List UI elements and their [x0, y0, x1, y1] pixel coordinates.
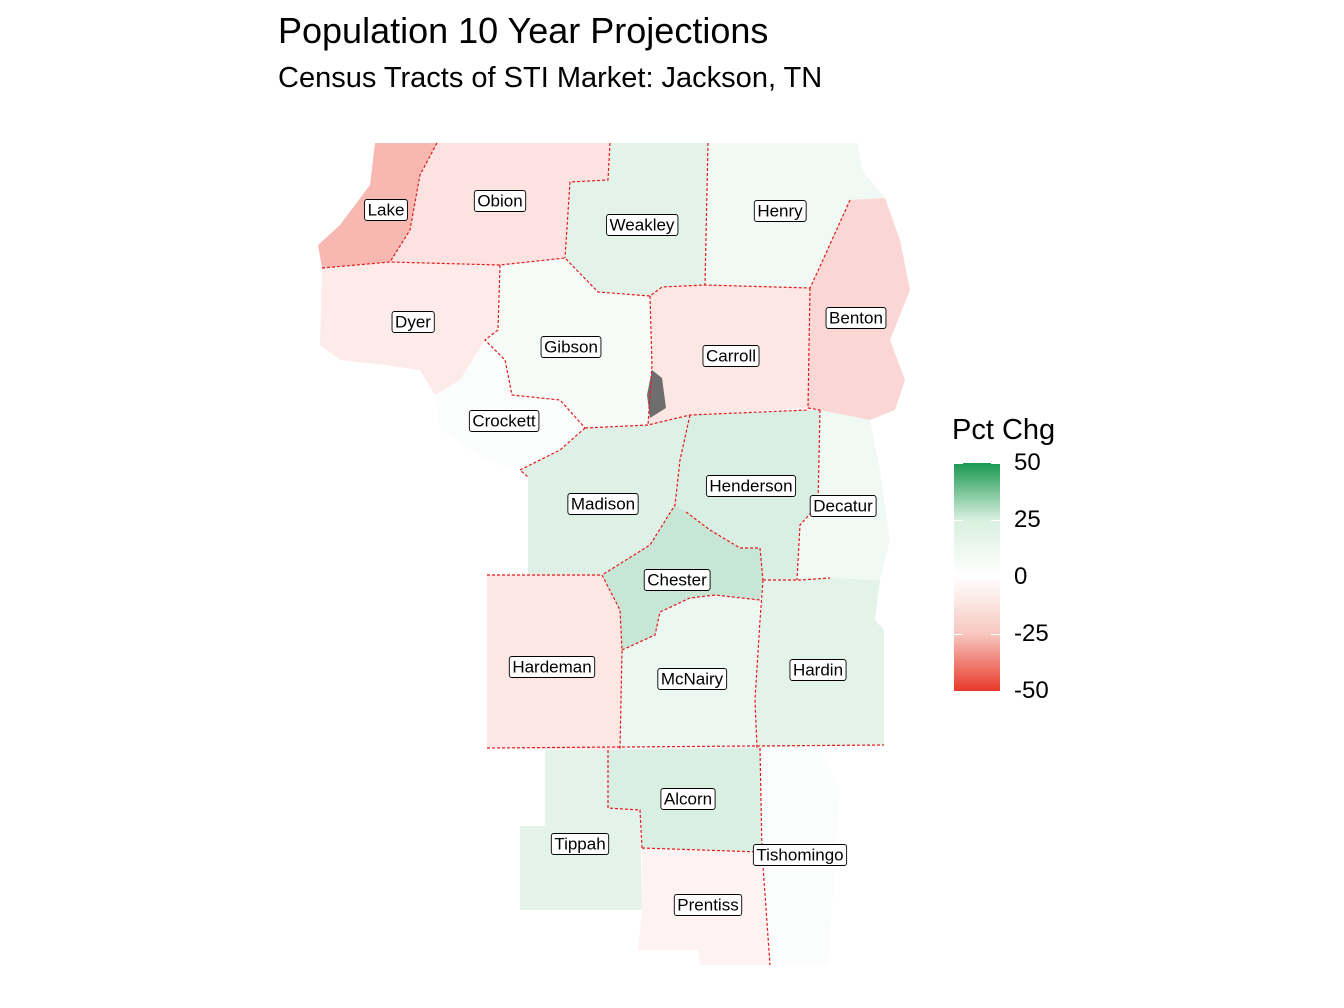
county-label-box [540, 336, 602, 358]
county-label-chester: Chester [643, 569, 711, 591]
legend-tick-label: 50 [1014, 449, 1041, 476]
county-label-text: Alcorn [664, 790, 712, 809]
county-label-box [705, 475, 797, 497]
county-labels: Lake Obion Weakley Henry Dyer Gibson Carroll Be… [364, 190, 887, 916]
county-label-text: Decatur [813, 497, 873, 516]
county-label-hardeman: Hardeman [508, 656, 596, 678]
county-label-box [825, 307, 887, 329]
county-label-box [391, 311, 435, 333]
county-label-text: Hardin [793, 661, 843, 680]
county-label-crockett: Crockett [468, 410, 540, 432]
county-label-madison: Madison [567, 493, 639, 515]
county-label-alcorn: Alcorn [660, 788, 716, 810]
county-label-box [673, 894, 743, 916]
boundary-benton-decatur [796, 409, 821, 581]
county-label-lake: Lake [364, 199, 408, 221]
boundary-lake-obion [389, 142, 438, 263]
map-title: Population 10 Year Projections [278, 10, 769, 51]
county-label-dyer: Dyer [391, 311, 435, 333]
county-label-text: Prentiss [677, 896, 738, 915]
county-label-text: Madison [571, 495, 635, 514]
county-label-text: Benton [829, 309, 883, 328]
county-label-box [567, 493, 639, 515]
county-label-text: Weakley [610, 216, 675, 235]
county-label-text: Chester [647, 571, 707, 590]
boundary-madison-henderson [601, 414, 691, 576]
county-label-box [657, 668, 728, 690]
county-label-box [550, 833, 610, 855]
county-label-box [508, 656, 596, 678]
county-label-mcnairy: McNairy [657, 668, 728, 690]
county-label-tishomingo: Tishomingo [752, 844, 848, 866]
county-label-box [809, 495, 877, 517]
county-label-text: Obion [477, 192, 522, 211]
county-label-text: Tishomingo [756, 846, 843, 865]
county-label-box [752, 844, 848, 866]
county-label-text: Tippah [554, 835, 605, 854]
legend-title: Pct Chg [952, 414, 1056, 446]
county-label-box [606, 214, 679, 236]
county-label-text: Carroll [706, 347, 756, 366]
county-label-text: McNairy [661, 670, 724, 689]
county-label-box [364, 199, 408, 221]
county-label-text: Henderson [709, 477, 792, 496]
county-label-obion: Obion [473, 190, 527, 212]
county-crockett [435, 340, 585, 470]
county-label-prentiss: Prentiss [673, 894, 743, 916]
boundary-weakley-henry [704, 142, 709, 286]
boundary-hardin-decatur [763, 577, 831, 581]
county-label-tippah: Tippah [550, 833, 610, 855]
county-label-text: Henry [757, 202, 803, 221]
county-label-box [753, 200, 807, 222]
boundary-crockett-madison [518, 427, 586, 478]
county-label-box [643, 569, 711, 591]
no-data-tract [647, 370, 666, 418]
boundary-madison-henderson-north [584, 409, 809, 429]
county-label-text: Lake [368, 201, 405, 220]
legend-tick-label: -50 [1014, 677, 1049, 704]
county-label-gibson: Gibson [540, 336, 602, 358]
boundary-chester-mcnairy [621, 594, 761, 651]
legend-tick-label: 25 [1014, 506, 1041, 533]
county-boundaries [321, 142, 885, 966]
county-label-benton: Benton [825, 307, 887, 329]
county-label-box [702, 345, 760, 367]
county-label-box [468, 410, 540, 432]
county-label-text: Dyer [395, 313, 431, 332]
boundary-henderson-chester [685, 511, 764, 581]
boundary-mcnairy-hardin [754, 579, 764, 749]
county-label-text: Hardeman [512, 658, 591, 677]
county-label-box [473, 190, 527, 212]
county-decatur [797, 410, 890, 580]
county-label-box [789, 659, 847, 681]
county-label-hardin: Hardin [789, 659, 847, 681]
county-label-henry: Henry [753, 200, 807, 222]
boundary-tn-ms-line [486, 744, 885, 749]
county-label-carroll: Carroll [702, 345, 760, 367]
county-label-henderson: Henderson [705, 475, 797, 497]
county-fills [318, 143, 910, 965]
boundary-carroll-benton [807, 287, 821, 411]
county-label-text: Crockett [472, 412, 536, 431]
legend-tick-label: -25 [1014, 620, 1049, 647]
county-label-weakley: Weakley [606, 214, 679, 236]
boundary-obion-weakley [564, 142, 611, 259]
county-label-decatur: Decatur [809, 495, 877, 517]
county-label-box [660, 788, 716, 810]
map-subtitle: Census Tracts of STI Market: Jackson, TN [278, 62, 823, 94]
legend-tick-label: 0 [1014, 563, 1028, 590]
county-tippah [520, 750, 642, 910]
county-label-text: Gibson [544, 338, 598, 357]
boundary-dyer-gibson [484, 264, 586, 429]
boundary-north-row-south [321, 199, 851, 297]
